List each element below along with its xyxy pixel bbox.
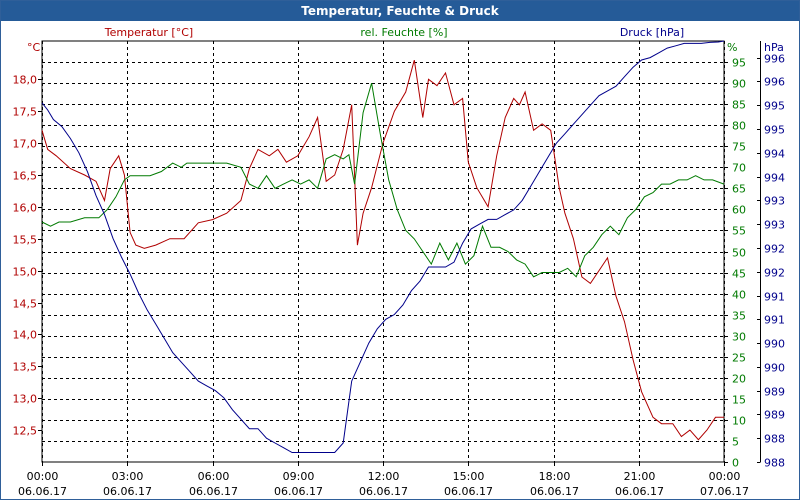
time-tick-label: 09:00	[283, 470, 315, 483]
temperature-tick-label: 12,5	[13, 425, 38, 438]
date-tick-label: 06.06.17	[189, 485, 238, 498]
humidity-tick-label: 5	[732, 436, 739, 449]
humidity-tick-label: 95	[732, 57, 746, 70]
legend: °C Temperatur [°C] rel. Feuchte [%] Druc…	[27, 26, 784, 54]
humidity-axis: 0 5 10 15 20 25 30 35 40 45 50 55 60 65 70 75 80 85 90 95	[724, 57, 746, 470]
pressure-axis: 988 988 989 989 990 990 991 991 992 992 993 993 994 9…	[757, 41, 785, 470]
chart-title: Temperatur, Feuchte & Druck	[1, 1, 799, 21]
pressure-tick-label: 994	[764, 148, 785, 161]
pressure-tick-label: 989	[764, 409, 785, 422]
pressure-tick-label: 991	[764, 314, 785, 327]
temperature-tick-label: 16,0	[13, 202, 38, 215]
date-tick-label: 06.06.17	[274, 485, 323, 498]
temperature-axis: 12,5 13,0 13,5 14,0 14,5 15,0 15,5 16,0 16,5 17,0…	[13, 74, 42, 438]
time-axis: 00:00 06.06.17 03:00 06.06.17 06:00 06.06.17 0…	[18, 462, 749, 498]
temperature-tick-label: 17,5	[13, 106, 38, 119]
humidity-tick-label: 40	[732, 289, 746, 302]
humidity-tick-label: 35	[732, 310, 746, 323]
time-tick-label: 15:00	[453, 470, 485, 483]
time-tick-label: 21:00	[624, 470, 656, 483]
pressure-tick-label: 988	[764, 457, 785, 470]
time-tick-label: 18:00	[539, 470, 571, 483]
pressure-tick-label: 996	[764, 76, 785, 89]
pressure-tick-label: 993	[764, 219, 785, 232]
humidity-tick-label: 80	[732, 120, 746, 133]
temperature-unit-label: °C	[27, 41, 41, 54]
pressure-tick-label: 993	[764, 195, 785, 208]
pressure-tick-label: 995	[764, 124, 785, 137]
date-tick-label: 06.06.17	[530, 485, 579, 498]
humidity-tick-label: 75	[732, 141, 746, 154]
date-tick-label: 06.06.17	[103, 485, 152, 498]
humidity-tick-label: 0	[732, 457, 739, 470]
humidity-tick-label: 55	[732, 225, 746, 238]
pressure-tick-label: 988	[764, 433, 785, 446]
humidity-tick-label: 30	[732, 331, 746, 344]
temperature-legend: Temperatur [°C]	[104, 26, 193, 39]
time-tick-label: 00:00	[27, 470, 59, 483]
pressure-tick-label: 990	[764, 338, 785, 351]
pressure-tick-label: 989	[764, 386, 785, 399]
grid-lines	[42, 41, 725, 462]
pressure-tick-label: 996	[764, 53, 785, 66]
humidity-unit-label: %	[727, 41, 737, 54]
pressure-tick-label: 990	[764, 362, 785, 375]
time-tick-label: 06:00	[198, 470, 230, 483]
humidity-legend: rel. Feuchte [%]	[360, 26, 447, 39]
humidity-tick-label: 45	[732, 268, 746, 281]
temperature-line	[41, 59, 724, 441]
humidity-line	[41, 82, 725, 278]
humidity-tick-label: 90	[732, 78, 746, 91]
date-tick-label: 06.06.17	[615, 485, 664, 498]
pressure-line	[41, 40, 725, 453]
pressure-tick-label: 995	[764, 100, 785, 113]
date-tick-label: 06.06.17	[444, 485, 493, 498]
date-tick-label: 07.06.17	[700, 485, 749, 498]
humidity-tick-label: 15	[732, 394, 746, 407]
time-tick-label: 12:00	[368, 470, 400, 483]
temperature-tick-label: 13,0	[13, 393, 38, 406]
humidity-tick-label: 20	[732, 373, 746, 386]
temperature-tick-label: 15,5	[13, 234, 38, 247]
humidity-tick-label: 85	[732, 99, 746, 112]
humidity-tick-label: 50	[732, 247, 746, 260]
chart-svg: 12,5 13,0 13,5 14,0 14,5 15,0 15,5 16,0 16,5 17,0…	[13, 26, 786, 498]
temperature-tick-label: 17,0	[13, 138, 38, 151]
time-tick-label: 03:00	[112, 470, 144, 483]
temperature-tick-label: 15,0	[13, 266, 38, 279]
temperature-tick-label: 18,0	[13, 74, 38, 87]
pressure-tick-label: 994	[764, 172, 785, 185]
humidity-tick-label: 70	[732, 162, 746, 175]
time-tick-label: 00:00	[709, 470, 741, 483]
date-tick-label: 06.06.17	[18, 485, 67, 498]
pressure-unit-label: hPa	[764, 41, 784, 54]
humidity-tick-label: 60	[732, 204, 746, 217]
pressure-tick-label: 992	[764, 267, 785, 280]
humidity-tick-label: 65	[732, 183, 746, 196]
temperature-tick-label: 13,5	[13, 361, 38, 374]
date-tick-label: 06.06.17	[359, 485, 408, 498]
temperature-tick-label: 14,0	[13, 329, 38, 342]
temperature-tick-label: 14,5	[13, 298, 38, 311]
pressure-tick-label: 992	[764, 243, 785, 256]
series-lines	[41, 40, 725, 453]
humidity-tick-label: 10	[732, 415, 746, 428]
temperature-tick-label: 16,5	[13, 170, 38, 183]
pressure-legend: Druck [hPa]	[620, 26, 684, 39]
pressure-tick-label: 991	[764, 291, 785, 304]
humidity-tick-label: 25	[732, 352, 746, 365]
